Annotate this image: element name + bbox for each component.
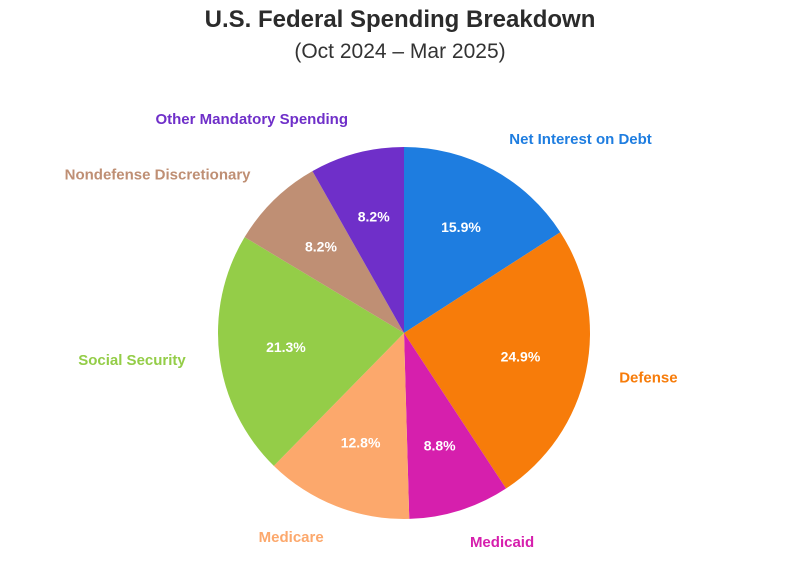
pie-slice-1 — [404, 232, 590, 489]
pie-slice-5 — [244, 171, 404, 333]
pie-slice-6 — [312, 147, 404, 333]
pie-slice-0 — [404, 147, 561, 333]
slice-value-label-3: 12.8% — [341, 435, 381, 451]
slice-category-label-4: Social Security — [78, 352, 186, 369]
slice-category-label-1: Defense — [619, 370, 677, 387]
slice-category-label-2: Medicaid — [470, 534, 534, 551]
slice-value-label-6: 8.2% — [358, 209, 390, 225]
pie-slice-3 — [273, 333, 410, 519]
slice-value-label-5: 8.2% — [305, 238, 337, 254]
slice-category-label-6: Other Mandatory Spending — [155, 111, 348, 128]
slice-value-label-0: 15.9% — [441, 219, 481, 235]
slice-category-label-0: Net Interest on Debt — [509, 131, 652, 148]
slice-value-label-4: 21.3% — [266, 339, 306, 355]
chart-subtitle: (Oct 2024 – Mar 2025) — [294, 40, 506, 63]
slice-category-label-3: Medicare — [259, 529, 324, 546]
slice-category-label-5: Nondefense Discretionary — [65, 166, 252, 183]
chart-title: U.S. Federal Spending Breakdown — [204, 6, 596, 33]
slice-value-label-2: 8.8% — [424, 437, 456, 453]
pie-slice-2 — [404, 333, 507, 519]
slice-value-label-1: 24.9% — [501, 348, 541, 364]
pie-slice-4 — [218, 237, 404, 466]
